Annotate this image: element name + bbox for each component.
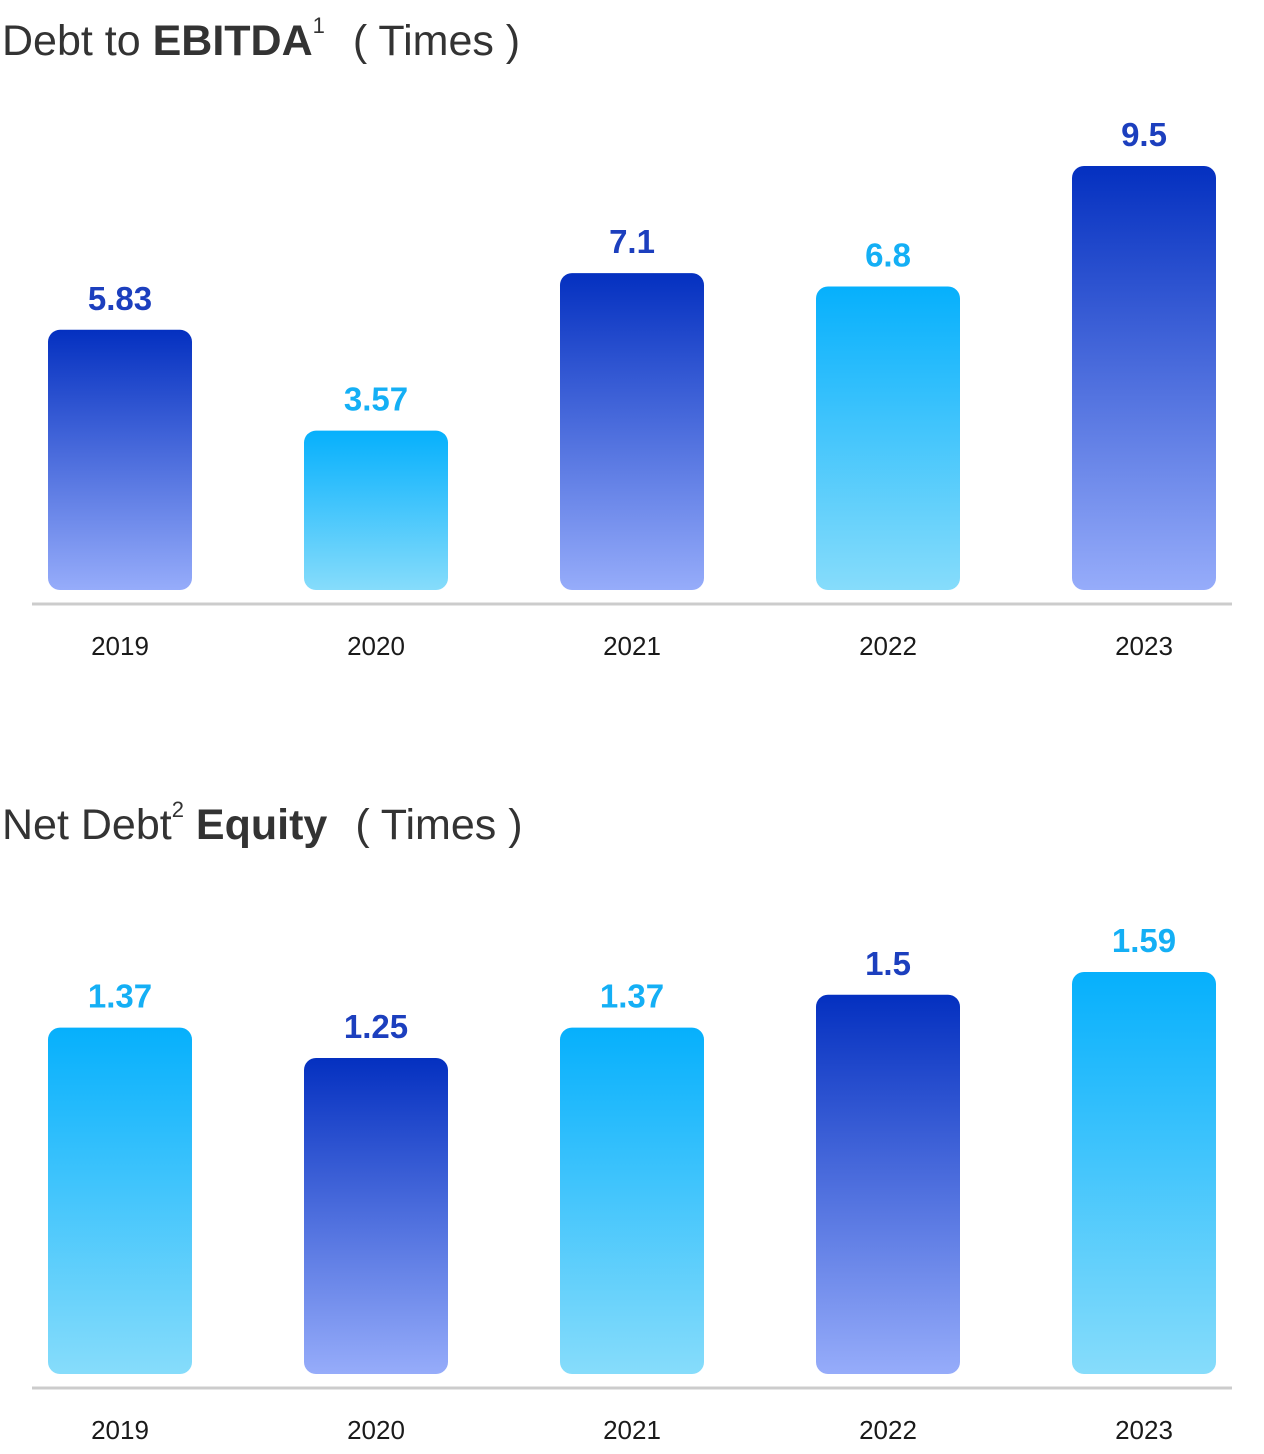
x-tick-label-2020: 2020	[347, 631, 405, 661]
chart-title: Net Debt2 Equity ( Times )	[2, 799, 523, 849]
net-debt-equity-plot: 1.37 2019 1.25 2020 1.37 2021 1.5 2022 1.59 2023	[32, 922, 1232, 1445]
footnote-marker: 2	[171, 797, 184, 822]
debt-to-ebitda-chart: Debt to EBITDA1 ( Times ) 5.83 2019 3.57 202…	[0, 0, 1264, 700]
x-tick-label-2022: 2022	[859, 631, 917, 661]
x-tick-label-2023: 2023	[1115, 631, 1173, 661]
x-tick-label-2019: 2019	[91, 1415, 149, 1445]
chart-title-unit: ( Times )	[355, 801, 523, 849]
data-label-2022: 1.5	[865, 945, 911, 982]
data-label-2021: 7.1	[609, 223, 655, 260]
bar-2023	[1072, 972, 1216, 1374]
x-tick-label-2021: 2021	[603, 631, 661, 661]
bar-2020	[304, 1057, 448, 1374]
debt-to-ebitda-plot: 5.83 2019 3.57 2020 7.1 2021 6.8 2022 9.5 2023	[32, 116, 1232, 661]
bar-2020	[304, 430, 448, 590]
chart-title-unit: ( Times )	[352, 17, 521, 65]
bar-2021	[560, 273, 704, 590]
x-tick-label-2022: 2022	[859, 1415, 917, 1445]
data-label-2019: 5.83	[88, 280, 152, 317]
footnote-marker: 1	[312, 13, 325, 38]
data-label-2020: 3.57	[344, 381, 408, 418]
data-label-2023: 1.59	[1112, 922, 1176, 959]
chart-title-bold: Equity	[195, 801, 328, 849]
data-label-2020: 1.25	[344, 1008, 408, 1045]
bar-2019	[48, 329, 192, 590]
bar-2022	[816, 994, 960, 1374]
bar-2019	[48, 1027, 192, 1374]
net-debt-equity-chart: Net Debt2 Equity ( Times ) 1.37 2019 1.25 20…	[0, 784, 1264, 1454]
chart-title-prefix: Net Debt	[2, 801, 172, 849]
bar-2023	[1072, 166, 1216, 590]
bar-2022	[816, 286, 960, 590]
x-tick-label-2019: 2019	[91, 631, 149, 661]
data-label-2019: 1.37	[88, 978, 152, 1015]
data-label-2023: 9.5	[1121, 116, 1167, 153]
chart-title-prefix: Debt to	[2, 17, 153, 65]
data-label-2022: 6.8	[865, 237, 911, 274]
x-tick-label-2021: 2021	[603, 1415, 661, 1445]
chart-title-bold: EBITDA	[152, 17, 313, 65]
chart-title: Debt to EBITDA1 ( Times )	[2, 15, 521, 65]
data-label-2021: 1.37	[600, 978, 664, 1015]
x-tick-label-2023: 2023	[1115, 1415, 1173, 1445]
bar-2021	[560, 1027, 704, 1374]
x-tick-label-2020: 2020	[347, 1415, 405, 1445]
